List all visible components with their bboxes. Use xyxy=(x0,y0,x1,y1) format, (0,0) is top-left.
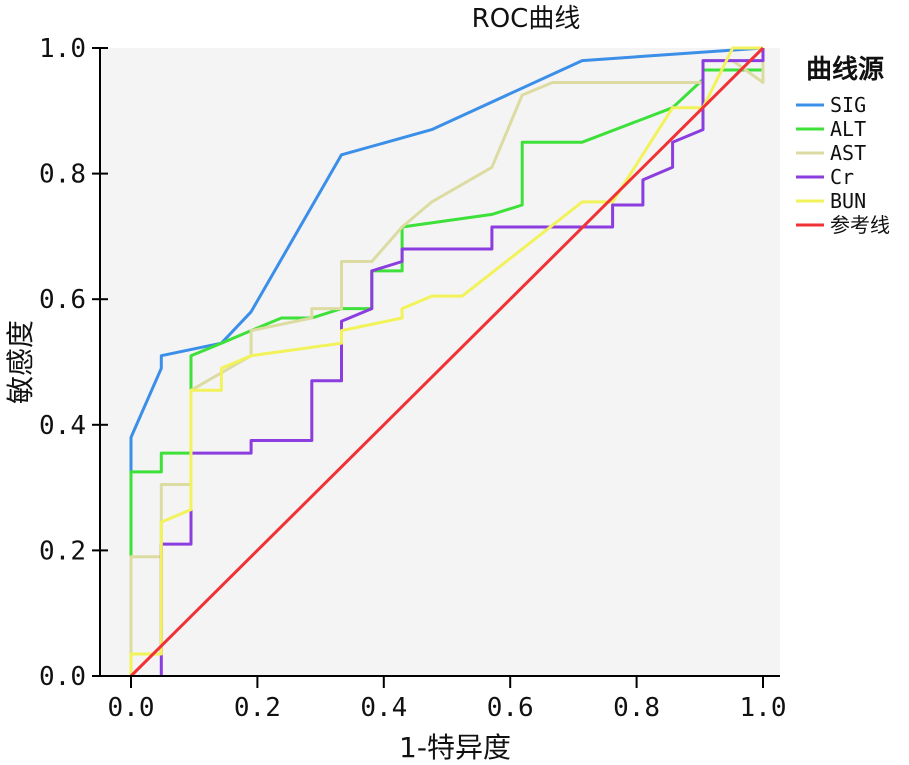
x-tick-label: 0.8 xyxy=(613,693,660,723)
x-tick-label: 0.4 xyxy=(360,693,407,723)
x-axis-title: 1-特异度 xyxy=(399,731,511,764)
x-tick-label: 1.0 xyxy=(740,693,787,723)
legend-title: 曲线源 xyxy=(806,55,884,85)
series-line-参考线 xyxy=(129,46,765,678)
legend-label-Cr: Cr xyxy=(830,165,854,189)
y-tick-label: 1.0 xyxy=(39,34,86,64)
axes-layer xyxy=(99,48,780,677)
x-tick-label: 0.2 xyxy=(234,693,281,723)
legend-label-AST: AST xyxy=(830,141,866,165)
legend-label-SIG: SIG xyxy=(830,93,866,117)
ticks-layer: 0.0 0.0 0.2 0.2 0.4 0.4 0.6 0.6 0.8 0.8 1.0 1.0 xyxy=(39,34,786,723)
y-tick-label: 0.2 xyxy=(39,536,86,566)
chart-title: ROC曲线 xyxy=(472,4,581,34)
y-axis-title: 敏感度 xyxy=(4,320,37,404)
plot-background xyxy=(100,48,780,676)
legend-label-参考线: 参考线 xyxy=(830,213,890,237)
x-tick-label: 0.6 xyxy=(487,693,534,723)
series-line-SIG xyxy=(129,46,764,676)
legend-label-BUN: BUN xyxy=(830,189,866,213)
series-line-Cr xyxy=(159,48,765,676)
y-tick-label: 0.6 xyxy=(39,285,86,315)
series-line-ALT xyxy=(129,48,765,676)
y-tick-label: 0.0 xyxy=(39,662,86,692)
series-line-BUN xyxy=(129,46,763,676)
x-tick-label: 0.0 xyxy=(108,693,155,723)
series-layer xyxy=(129,46,765,678)
legend-label-ALT: ALT xyxy=(830,117,866,141)
y-tick-label: 0.8 xyxy=(39,160,86,190)
y-tick-label: 0.4 xyxy=(39,411,86,441)
